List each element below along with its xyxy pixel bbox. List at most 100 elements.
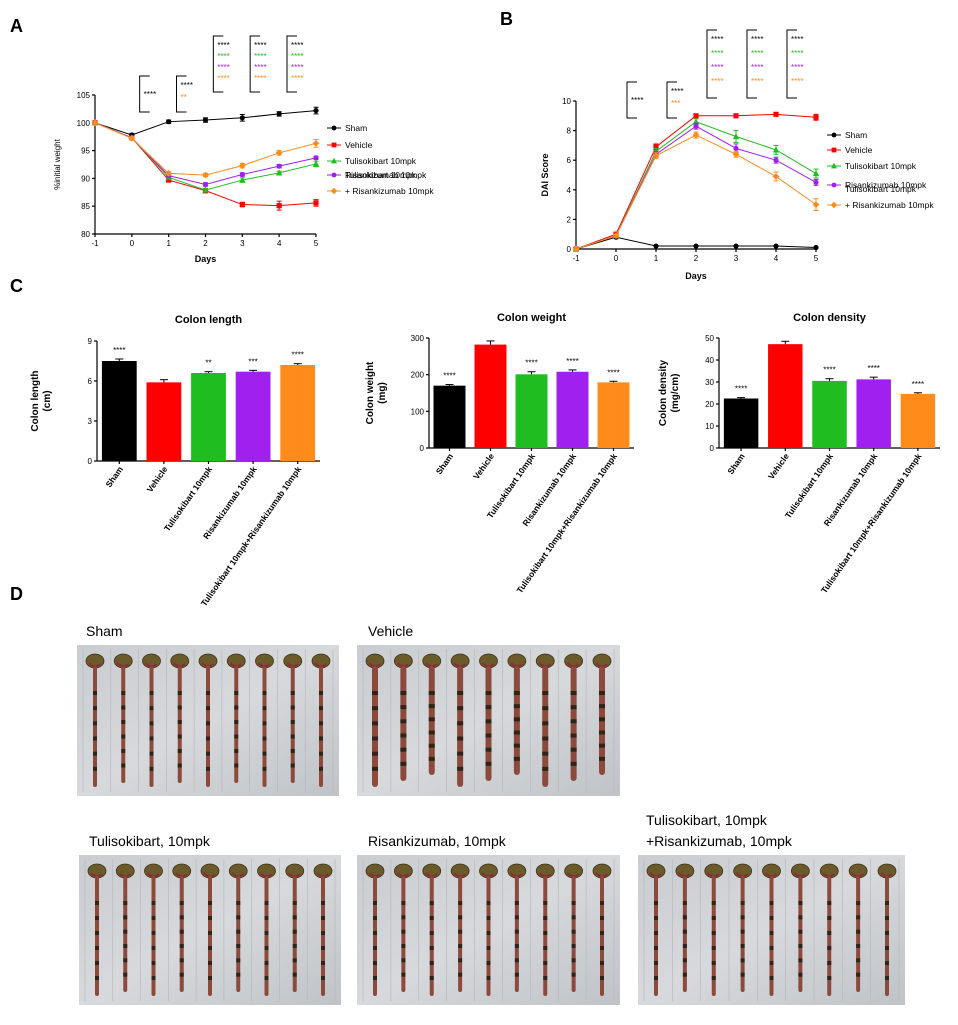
significance-label: **** (113, 346, 125, 355)
stool-pellet (571, 972, 576, 977)
significance-label: **** (566, 357, 578, 366)
stool-pellet (514, 929, 519, 934)
stool-pellet (319, 766, 323, 771)
stool-pellet (206, 766, 210, 771)
x-tick-label: 5 (814, 254, 819, 263)
legend-label: Risankizumab 10mpk (845, 180, 927, 190)
significance-label: **** (823, 366, 835, 375)
legend-label: Vehicle (345, 140, 373, 150)
bar (723, 398, 759, 448)
legend-label: Vehicle (845, 145, 873, 155)
stool-pellet (543, 976, 548, 980)
stool-pellet (485, 761, 492, 766)
stool-pellet (121, 763, 126, 768)
stool-pellet (486, 916, 491, 920)
stool-pellet (827, 961, 832, 965)
stool-pellet (570, 705, 577, 710)
stool-pellet (711, 916, 716, 920)
stool-pellet (428, 743, 435, 748)
stool-pellet (458, 958, 463, 963)
significance-bracket (249, 35, 261, 93)
stool-pellet (208, 961, 212, 965)
stool-pellet (373, 931, 377, 935)
data-point (275, 149, 283, 157)
colon-specimen (592, 863, 612, 996)
x-tick-label: Tulisokibart 10mpk (162, 464, 214, 533)
x-tick-label: Tulisokibart 10mpk (783, 451, 835, 520)
stool-pellet (769, 946, 774, 950)
stool-pellet (123, 929, 128, 934)
stool-pellet (401, 958, 406, 963)
legend-label: Risankizumab 10mpk (345, 170, 427, 180)
colon-specimen (646, 863, 666, 996)
significance-label: *** (671, 99, 680, 108)
bar (515, 374, 548, 448)
data-point (652, 152, 660, 160)
colon-specimen (257, 863, 276, 996)
colon-body (486, 876, 491, 996)
stool-pellet (769, 916, 774, 920)
stool-pellet (262, 766, 267, 771)
stool-pellet (264, 901, 269, 905)
x-tick-label: -1 (91, 239, 99, 248)
data-point (693, 243, 699, 249)
data-point (773, 111, 779, 117)
stool-pellet (95, 916, 99, 920)
x-tick-label: 2 (203, 239, 208, 248)
stool-pellet (372, 766, 378, 771)
stool-pellet (234, 705, 239, 710)
stool-pellet (600, 901, 604, 905)
stool-pellet (177, 734, 182, 739)
stool-pellet (400, 761, 407, 766)
stool-pellet (769, 901, 774, 905)
stool-pellet (769, 976, 774, 980)
stool-pellet (149, 751, 154, 756)
stool-pellet (400, 733, 407, 738)
stool-pellet (149, 736, 154, 741)
stool-pellet (856, 901, 861, 905)
stool-pellet (885, 931, 889, 935)
significance-label: **** (607, 368, 619, 377)
stool-pellet (236, 972, 241, 977)
data-point (91, 119, 99, 127)
stool-pellet (319, 751, 323, 756)
significance-label: **** (217, 52, 229, 61)
stool-pellet (234, 691, 239, 695)
colon-body (262, 666, 267, 787)
data-point (732, 150, 740, 158)
bar (433, 385, 466, 448)
data-point (733, 113, 739, 119)
stool-pellet (514, 958, 519, 963)
data-point (772, 173, 780, 180)
y-tick-label: 100 (411, 407, 425, 416)
significance-bracket (286, 35, 297, 93)
colon-specimen (507, 863, 527, 992)
stool-pellet (682, 901, 687, 905)
stool-pellet (236, 929, 241, 934)
colon-specimen (564, 863, 584, 992)
stool-pellet (486, 901, 491, 905)
significance-label: **** (751, 35, 763, 44)
stool-pellet (95, 976, 99, 980)
x-tick-label: Tulisokibart 10mpk+Risankizumab 10mpk (819, 451, 924, 595)
stool-pellet (321, 901, 325, 905)
series-combo (572, 131, 820, 253)
chart-title: Colon length (175, 314, 242, 326)
photo-label: +Risankizumab, 10mpk (646, 833, 793, 849)
y-tick-label: 80 (81, 230, 90, 239)
y-tick-label: 6 (567, 156, 572, 165)
colon-body (457, 666, 464, 787)
stool-pellet (513, 704, 520, 709)
stool-pellet (570, 733, 577, 738)
significance-bracket (139, 75, 150, 113)
stool-pellet (571, 929, 576, 934)
stool-pellet (599, 756, 605, 761)
stool-pellet (740, 972, 745, 977)
colon-body (151, 876, 156, 996)
y-tick-label: 50 (705, 334, 714, 343)
data-point (692, 131, 700, 139)
significance-label: **** (217, 63, 229, 72)
colon-specimen (170, 653, 190, 783)
